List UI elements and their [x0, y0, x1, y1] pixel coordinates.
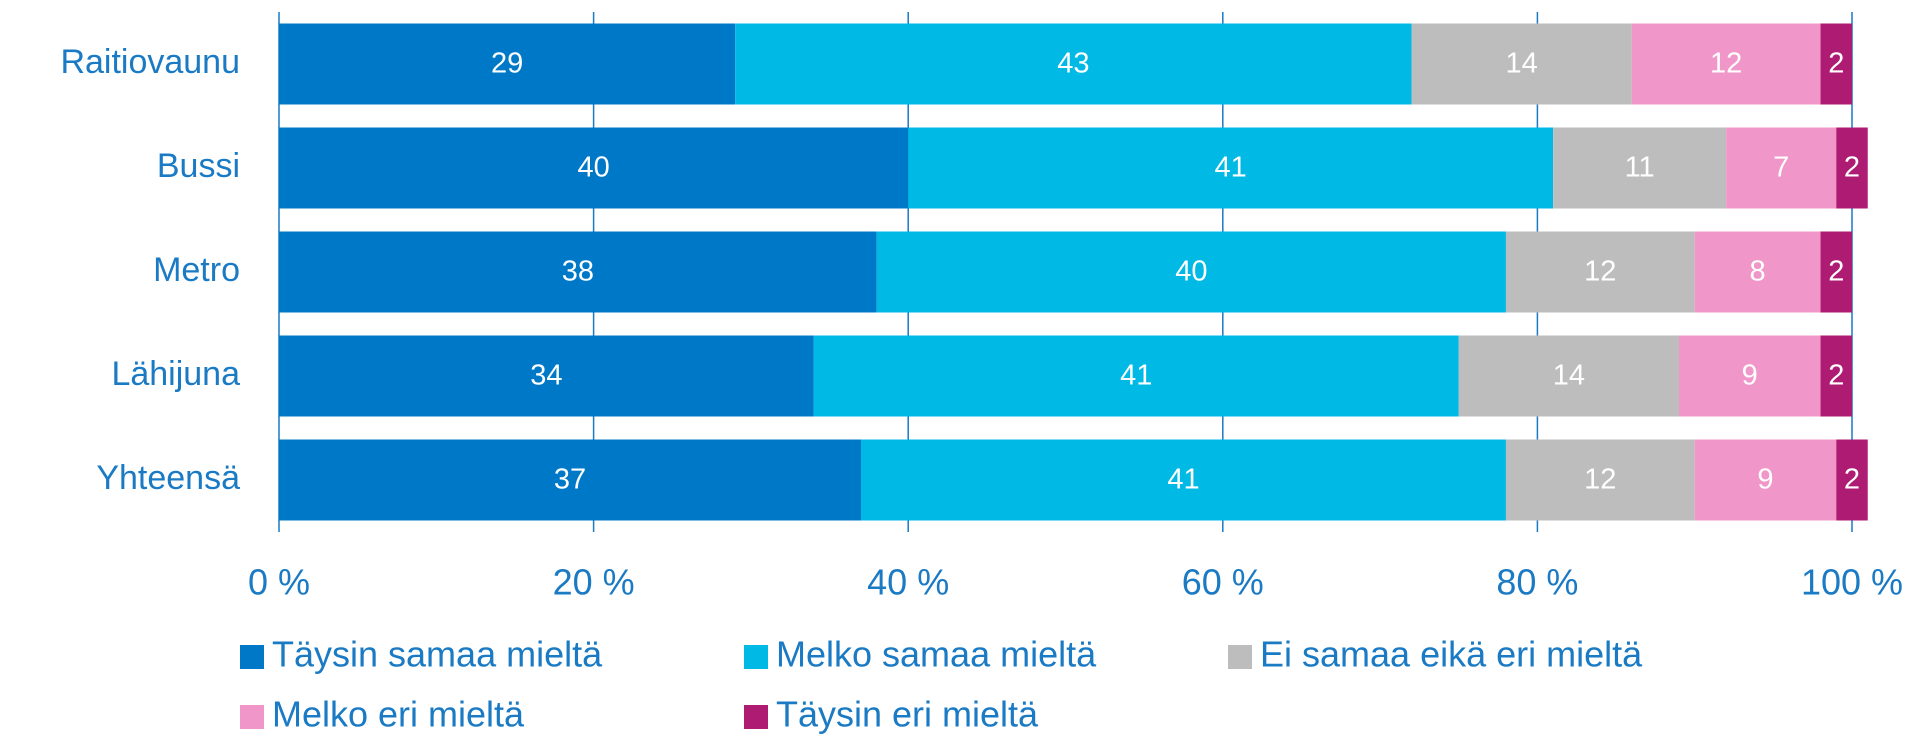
bar-segment	[861, 439, 1506, 521]
data-label: 40	[1175, 256, 1207, 288]
bar-segment	[1820, 231, 1852, 313]
legend-swatch	[744, 645, 768, 669]
data-label: 9	[1757, 464, 1773, 496]
bar-segment	[1726, 127, 1837, 209]
data-label: 2	[1828, 360, 1844, 392]
data-label: 41	[1215, 152, 1247, 184]
bar-segment	[279, 23, 736, 105]
legend-label: Ei samaa eikä eri mieltä	[1260, 634, 1643, 675]
bar-segment	[1836, 439, 1868, 521]
data-label: 38	[562, 256, 594, 288]
x-tick-label: 60 %	[1182, 562, 1264, 603]
data-label: 14	[1506, 48, 1538, 80]
data-label: 43	[1057, 48, 1089, 80]
data-label: 40	[577, 152, 609, 184]
legend-label: Täysin eri mieltä	[776, 694, 1039, 735]
y-tick-label: Yhteensä	[96, 459, 240, 497]
data-label: 12	[1584, 256, 1616, 288]
data-label: 29	[491, 48, 523, 80]
bar-segment	[735, 23, 1412, 105]
legend-swatch	[240, 645, 264, 669]
bar-segment	[279, 127, 909, 209]
data-label: 34	[530, 360, 562, 392]
data-label: 2	[1844, 152, 1860, 184]
bar-segment	[1836, 127, 1868, 209]
bar-segment	[1411, 23, 1632, 105]
x-tick-label: 100 %	[1801, 562, 1903, 603]
y-tick-label: Metro	[153, 251, 240, 289]
data-label: 9	[1742, 360, 1758, 392]
data-label: 2	[1828, 48, 1844, 80]
x-tick-label: 20 %	[553, 562, 635, 603]
bar-segment	[1820, 335, 1852, 417]
legend-swatch	[240, 705, 264, 729]
y-tick-label: Bussi	[157, 147, 240, 185]
bar-segment	[279, 335, 814, 417]
legend-label: Melko eri mieltä	[272, 694, 525, 735]
bar-segment	[1505, 439, 1695, 521]
data-label: 41	[1120, 360, 1152, 392]
bar-segment	[1678, 335, 1821, 417]
bar-segment	[813, 335, 1459, 417]
data-label: 2	[1844, 464, 1860, 496]
bar-segment	[1458, 335, 1679, 417]
bar-segment	[1505, 231, 1695, 313]
x-tick-label: 0 %	[248, 562, 310, 603]
bar-segment	[279, 439, 862, 521]
data-label: 2	[1828, 256, 1844, 288]
bar-segment	[1631, 23, 1821, 105]
x-tick-label: 80 %	[1496, 562, 1578, 603]
bar-segment	[876, 231, 1506, 313]
bar-segment	[1820, 23, 1852, 105]
bar-segment	[1694, 231, 1821, 313]
data-label: 41	[1167, 464, 1199, 496]
bar-segment	[1694, 439, 1837, 521]
y-tick-label: Lähijuna	[111, 355, 240, 393]
data-label: 12	[1710, 48, 1742, 80]
x-tick-label: 40 %	[867, 562, 949, 603]
legend-swatch	[1228, 645, 1252, 669]
legend-label: Melko samaa mieltä	[776, 634, 1097, 675]
legend-swatch	[744, 705, 768, 729]
legend-label: Täysin samaa mieltä	[272, 634, 603, 675]
y-tick-label: Raitiovaunu	[60, 43, 240, 81]
data-label: 14	[1553, 360, 1585, 392]
bar-segment	[279, 231, 877, 313]
data-label: 7	[1773, 152, 1789, 184]
data-label: 11	[1625, 152, 1655, 184]
data-label: 37	[554, 464, 586, 496]
bar-segment	[1553, 127, 1727, 209]
data-label: 8	[1750, 256, 1766, 288]
bar-segment	[908, 127, 1554, 209]
data-label: 12	[1584, 464, 1616, 496]
